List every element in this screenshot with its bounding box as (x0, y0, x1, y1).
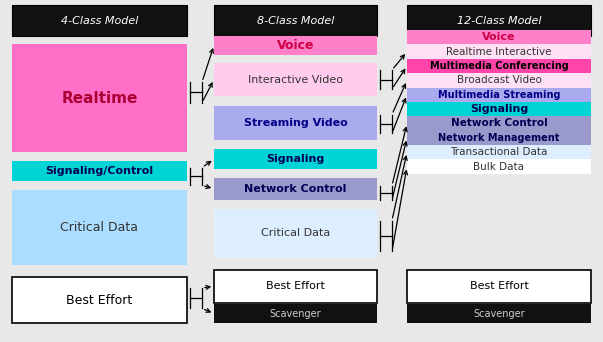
Text: Network Control: Network Control (450, 118, 548, 129)
Text: Scavenger: Scavenger (473, 309, 525, 319)
FancyBboxPatch shape (214, 106, 377, 140)
FancyBboxPatch shape (214, 270, 377, 303)
Text: Scavenger: Scavenger (270, 309, 321, 319)
FancyBboxPatch shape (12, 5, 187, 36)
FancyBboxPatch shape (407, 59, 591, 73)
FancyBboxPatch shape (407, 145, 591, 159)
FancyBboxPatch shape (407, 73, 591, 88)
FancyBboxPatch shape (407, 159, 591, 174)
FancyBboxPatch shape (12, 277, 187, 323)
FancyBboxPatch shape (407, 5, 591, 36)
Text: Multimedia Conferencing: Multimedia Conferencing (429, 61, 569, 71)
Text: Streaming Video: Streaming Video (244, 118, 347, 128)
FancyBboxPatch shape (214, 36, 377, 55)
FancyBboxPatch shape (407, 116, 591, 131)
Text: Transactional Data: Transactional Data (450, 147, 548, 157)
Text: 4-Class Model: 4-Class Model (61, 15, 138, 26)
FancyBboxPatch shape (407, 30, 591, 44)
Text: Multimedia Streaming: Multimedia Streaming (438, 90, 560, 100)
FancyBboxPatch shape (214, 209, 377, 258)
FancyBboxPatch shape (407, 44, 591, 59)
Text: Best Effort: Best Effort (266, 281, 325, 291)
Text: 12-Class Model: 12-Class Model (456, 15, 541, 26)
FancyBboxPatch shape (214, 178, 377, 200)
Text: Realtime Interactive: Realtime Interactive (446, 47, 552, 57)
Text: Network Control: Network Control (244, 184, 347, 194)
Text: Best Effort: Best Effort (470, 281, 528, 291)
FancyBboxPatch shape (214, 149, 377, 169)
Text: Best Effort: Best Effort (66, 293, 133, 307)
Text: Signaling/Control: Signaling/Control (45, 166, 154, 176)
Text: Bulk Data: Bulk Data (473, 161, 525, 172)
FancyBboxPatch shape (407, 102, 591, 116)
FancyBboxPatch shape (214, 5, 377, 36)
FancyBboxPatch shape (12, 190, 187, 265)
FancyBboxPatch shape (407, 131, 591, 145)
Text: Voice: Voice (277, 39, 314, 52)
Text: Voice: Voice (482, 32, 516, 42)
Text: Broadcast Video: Broadcast Video (456, 75, 541, 86)
Text: Critical Data: Critical Data (60, 221, 139, 234)
Text: Network Management: Network Management (438, 133, 560, 143)
Text: Signaling: Signaling (267, 154, 324, 164)
Text: Signaling: Signaling (470, 104, 528, 114)
Text: Interactive Video: Interactive Video (248, 75, 343, 84)
FancyBboxPatch shape (407, 304, 591, 323)
FancyBboxPatch shape (214, 63, 377, 96)
FancyBboxPatch shape (12, 44, 187, 152)
FancyBboxPatch shape (407, 88, 591, 102)
FancyBboxPatch shape (12, 161, 187, 181)
Text: 8-Class Model: 8-Class Model (257, 15, 334, 26)
FancyBboxPatch shape (407, 270, 591, 303)
FancyBboxPatch shape (214, 304, 377, 323)
Text: Critical Data: Critical Data (261, 228, 330, 238)
Text: Realtime: Realtime (62, 91, 137, 106)
